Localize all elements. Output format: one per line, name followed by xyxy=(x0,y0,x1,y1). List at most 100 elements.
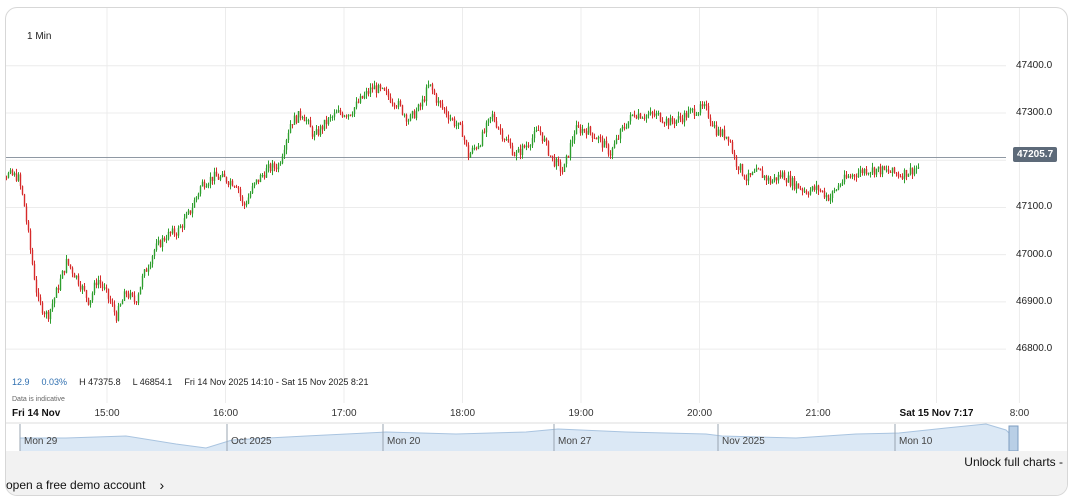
candle-body xyxy=(387,91,390,97)
navigator[interactable] xyxy=(6,8,1067,451)
candle-body xyxy=(391,102,394,104)
candle-body xyxy=(393,103,396,107)
candle-body xyxy=(123,291,126,301)
candle-body xyxy=(803,190,806,192)
candle-body xyxy=(913,169,916,175)
unlock-charts-text[interactable]: Unlock full charts - xyxy=(964,455,1063,469)
candle-body xyxy=(67,258,70,265)
candle-body xyxy=(423,99,426,102)
candle-body xyxy=(845,174,848,178)
current-price-flag: 47205.7 xyxy=(1013,147,1058,162)
candle-body xyxy=(405,114,408,122)
candle-body xyxy=(807,193,810,195)
candle-body xyxy=(717,129,720,136)
candle-body xyxy=(629,114,632,122)
candle-body xyxy=(373,85,376,90)
candle-body xyxy=(525,145,528,148)
candle-body xyxy=(523,145,526,148)
candle-body xyxy=(463,136,466,141)
candle-body xyxy=(443,107,446,110)
candle-body xyxy=(785,180,788,183)
candle-body xyxy=(437,100,440,103)
candle-body xyxy=(91,293,94,301)
candle-body xyxy=(417,104,420,111)
candle-body xyxy=(835,189,838,191)
candle-body xyxy=(431,84,434,91)
candle-body xyxy=(779,174,782,178)
date-range: Fri 14 Nov 2025 14:10 - Sat 15 Nov 2025 … xyxy=(184,377,369,387)
candle-body xyxy=(867,173,870,175)
candle-body xyxy=(873,167,876,175)
candle-body xyxy=(413,111,416,119)
candle-body xyxy=(139,286,142,295)
candle-body xyxy=(301,116,304,118)
candle-body xyxy=(281,156,284,164)
candle-body xyxy=(817,185,820,191)
candle-body xyxy=(575,125,578,135)
candle-body xyxy=(199,186,202,194)
candle-body xyxy=(481,131,484,146)
candle-body xyxy=(705,104,708,106)
candle-body xyxy=(261,175,264,177)
candle-body xyxy=(473,147,476,149)
y-tick-label: 47300.0 xyxy=(1016,107,1053,118)
candle-body xyxy=(51,303,54,310)
candle-body xyxy=(177,227,180,236)
candle-body xyxy=(475,147,478,149)
candle-body xyxy=(515,152,518,156)
candle-body xyxy=(365,91,368,95)
candle-body xyxy=(661,121,664,123)
candle-body xyxy=(297,111,300,123)
candle-body xyxy=(593,138,596,140)
candle-body xyxy=(469,153,472,158)
candle-body xyxy=(763,175,766,178)
candle-body xyxy=(635,116,638,119)
candle-body xyxy=(9,170,12,174)
candle-body xyxy=(109,298,112,303)
candle-body xyxy=(513,155,516,157)
candle-body xyxy=(27,221,30,231)
candle-body xyxy=(93,282,96,294)
x-tick-label: Sat 15 Nov 7:17 xyxy=(899,408,974,419)
candle-body xyxy=(707,105,710,118)
candle-body xyxy=(13,173,16,176)
candle-body xyxy=(545,138,548,142)
y-tick-label: 46800.0 xyxy=(1016,343,1053,355)
candle-body xyxy=(537,129,540,131)
candle-body xyxy=(781,172,784,178)
candle-body xyxy=(355,101,358,108)
demo-account-link[interactable]: open a free demo account › xyxy=(6,477,164,493)
candle-body xyxy=(397,101,400,107)
candle-body xyxy=(107,288,110,299)
candle-body xyxy=(617,138,620,140)
candle-body xyxy=(287,132,290,141)
chevron-right-icon: › xyxy=(159,477,165,493)
candle-body xyxy=(699,104,702,113)
candle-body xyxy=(159,240,162,247)
candle-body xyxy=(129,292,132,298)
candle-body xyxy=(637,113,640,119)
candle-body xyxy=(357,101,360,103)
candle-body xyxy=(857,172,860,178)
candle-body xyxy=(47,311,50,320)
candle-body xyxy=(795,183,798,190)
candle-body xyxy=(597,136,600,140)
candle-body xyxy=(305,120,308,122)
price-chart[interactable] xyxy=(6,8,1067,408)
candle-body xyxy=(415,110,418,119)
candle-body xyxy=(749,173,752,175)
candle-body xyxy=(401,105,404,115)
candle-body xyxy=(505,139,508,141)
candle-body xyxy=(363,94,366,99)
candle-body xyxy=(805,190,808,194)
candle-body xyxy=(25,206,28,222)
timeframe-label[interactable]: 1 Min xyxy=(27,31,52,42)
candle-body xyxy=(747,173,750,181)
candle-body xyxy=(395,106,398,108)
candle-body xyxy=(533,131,536,139)
candle-body xyxy=(783,172,786,181)
candle-body xyxy=(625,127,628,129)
candle-body xyxy=(557,159,560,163)
candle-body xyxy=(201,181,204,187)
candle-body xyxy=(809,190,812,195)
